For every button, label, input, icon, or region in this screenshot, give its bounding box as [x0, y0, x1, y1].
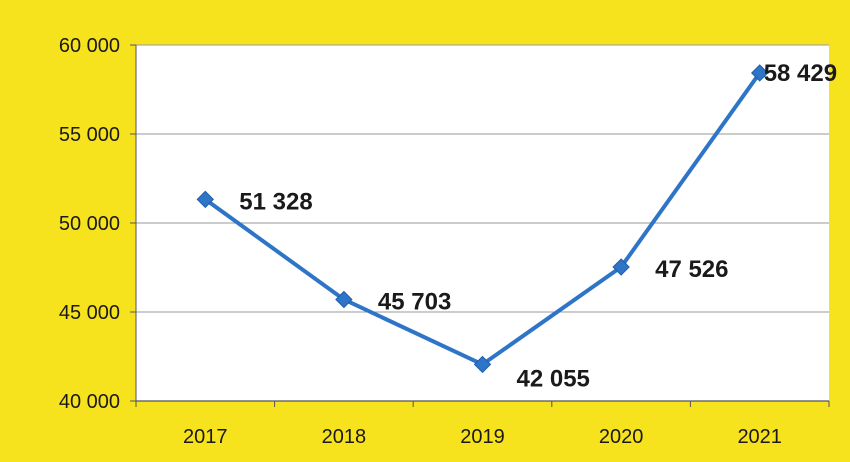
data-markers [196, 64, 769, 374]
y-tick-labels: 40 000 45 000 50 000 55 000 60 000 [59, 35, 120, 413]
data-labels: 51 328 45 703 42 055 47 526 58 429 [239, 60, 837, 392]
y-tick-label: 40 000 [59, 391, 120, 413]
x-tick-label: 2017 [183, 426, 228, 448]
data-point-marker [196, 190, 215, 209]
x-tick-label: 2021 [737, 426, 782, 448]
data-point-marker [612, 258, 630, 276]
y-tick-label: 55 000 [59, 124, 120, 146]
data-label: 45 703 [378, 288, 451, 315]
data-label: 42 055 [517, 365, 590, 392]
data-label: 58 429 [764, 60, 837, 87]
data-point-marker [335, 290, 353, 309]
data-label: 51 328 [239, 188, 312, 215]
axes [130, 44, 830, 407]
y-tick-label: 60 000 [59, 35, 120, 57]
gridlines [136, 44, 829, 313]
x-tick-label: 2020 [599, 426, 644, 448]
y-tick-label: 45 000 [59, 302, 120, 324]
data-point-marker [750, 64, 769, 82]
data-point-marker [473, 355, 492, 374]
y-tick-label: 50 000 [59, 213, 120, 235]
x-tick-label: 2018 [322, 426, 367, 448]
x-tick-labels: 2017 2018 2019 2020 2021 [183, 426, 782, 448]
x-tick-label: 2019 [460, 426, 505, 448]
data-label: 47 526 [655, 256, 728, 283]
